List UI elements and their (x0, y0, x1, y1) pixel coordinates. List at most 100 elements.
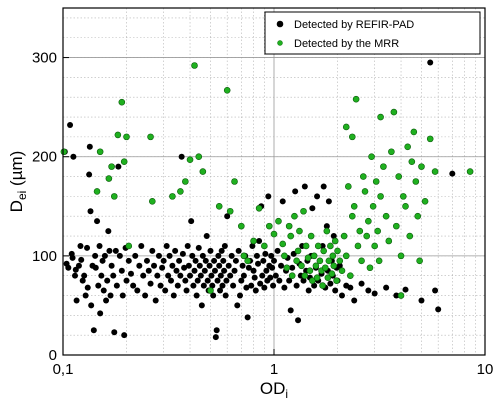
data-point-mrr (325, 257, 333, 265)
data-point-refir-pad (116, 252, 123, 259)
data-point-refir-pad (195, 244, 202, 251)
data-point-mrr (294, 247, 302, 255)
data-point-refir-pad (221, 267, 228, 274)
data-point-refir-pad (255, 260, 262, 267)
legend-label-mrr: Detected by the MRR (294, 38, 399, 50)
data-point-refir-pad (134, 287, 141, 294)
data-point-refir-pad (230, 282, 237, 289)
data-point-refir-pad (187, 272, 194, 279)
data-point-mrr (279, 240, 287, 248)
data-point-refir-pad (383, 284, 390, 291)
data-point-mrr (402, 202, 409, 210)
data-point-mrr (397, 292, 405, 299)
data-point-refir-pad (72, 272, 79, 279)
data-point-refir-pad (232, 257, 239, 264)
data-point-refir-pad (84, 284, 91, 291)
data-point-mrr (356, 227, 364, 235)
data-point-mrr (418, 163, 425, 170)
data-point-mrr (377, 113, 384, 121)
data-point-refir-pad (110, 272, 117, 279)
data-point-mrr (358, 257, 365, 265)
data-point-mrr (250, 237, 257, 245)
data-point-refir-pad (105, 228, 112, 235)
data-point-refir-pad (211, 257, 218, 264)
data-point-refir-pad (244, 314, 251, 321)
data-point-refir-pad (295, 317, 302, 324)
axis-ticks (62, 57, 486, 356)
data-point-refir-pad (173, 267, 180, 274)
data-point-refir-pad (78, 256, 85, 263)
data-point-refir-pad (106, 247, 113, 254)
data-point-mrr (296, 227, 303, 235)
data-point-mrr (169, 193, 176, 200)
data-point-mrr (231, 178, 238, 185)
data-point-refir-pad (92, 264, 99, 271)
legend-marker-refir-pad (276, 20, 284, 28)
data-point-refir-pad (149, 247, 156, 254)
data-point-refir-pad (145, 267, 152, 274)
data-point-refir-pad (236, 292, 243, 299)
data-point-mrr (123, 133, 130, 141)
data-point-refir-pad (86, 171, 93, 178)
data-point-refir-pad (163, 242, 170, 249)
data-point-refir-pad (210, 292, 217, 299)
data-point-refir-pad (196, 262, 203, 269)
data-point-refir-pad (202, 257, 209, 264)
data-point-refir-pad (70, 153, 77, 160)
data-point-mrr (408, 158, 416, 165)
data-point-mrr (347, 272, 354, 279)
data-point-mrr (374, 227, 381, 235)
data-point-refir-pad (336, 262, 343, 269)
data-point-mrr (348, 133, 356, 141)
data-point-refir-pad (265, 193, 272, 200)
data-point-refir-pad (314, 193, 321, 200)
data-point-refir-pad (197, 272, 204, 279)
data-point-refir-pad (130, 282, 137, 289)
y-tick-label: 0 (49, 347, 57, 364)
data-point-refir-pad (119, 292, 126, 299)
data-point-refir-pad (207, 247, 214, 254)
data-point-mrr (328, 270, 336, 278)
data-point-mrr (336, 257, 344, 265)
x-tick-label: 0,1 (53, 361, 74, 378)
data-point-mrr (291, 212, 298, 220)
data-point-refir-pad (147, 280, 154, 287)
data-point-mrr (366, 264, 374, 272)
data-point-mrr (307, 232, 315, 240)
legend-label-refir-pad: Detected by REFIR-PAD (294, 19, 414, 31)
legend-box (264, 11, 481, 55)
data-point-mrr (147, 133, 154, 141)
data-point-refir-pad (231, 267, 238, 274)
data-point-refir-pad (155, 252, 162, 259)
data-point-mrr (382, 212, 390, 220)
data-point-mrr (375, 257, 383, 265)
data-point-mrr (60, 148, 68, 156)
data-point-refir-pad (227, 272, 234, 279)
data-point-refir-pad (90, 327, 97, 334)
data-point-mrr (388, 148, 395, 156)
data-point-refir-pad (87, 208, 94, 215)
data-point-refir-pad (325, 198, 332, 205)
data-point-refir-pad (77, 242, 84, 249)
data-point-refir-pad (239, 262, 246, 269)
y-tick-label: 300 (32, 50, 57, 67)
data-point-refir-pad (320, 183, 327, 190)
data-point-mrr (466, 168, 474, 175)
data-point-mrr (371, 242, 378, 250)
data-point-refir-pad (250, 267, 257, 274)
y-tick-label: 100 (32, 248, 57, 265)
x-axis-label-sub: i (285, 387, 288, 401)
data-point-refir-pad (107, 292, 114, 299)
data-point-refir-pad (81, 272, 88, 279)
data-point-refir-pad (182, 277, 189, 284)
data-point-refir-pad (218, 247, 225, 254)
data-point-mrr (348, 212, 356, 220)
data-point-refir-pad (101, 252, 108, 259)
data-point-mrr (338, 267, 346, 275)
data-point-mrr (323, 227, 331, 235)
data-point-refir-pad (221, 242, 228, 249)
data-point-mrr (105, 175, 113, 182)
data-point-mrr (275, 217, 282, 225)
data-point-mrr (310, 252, 318, 260)
